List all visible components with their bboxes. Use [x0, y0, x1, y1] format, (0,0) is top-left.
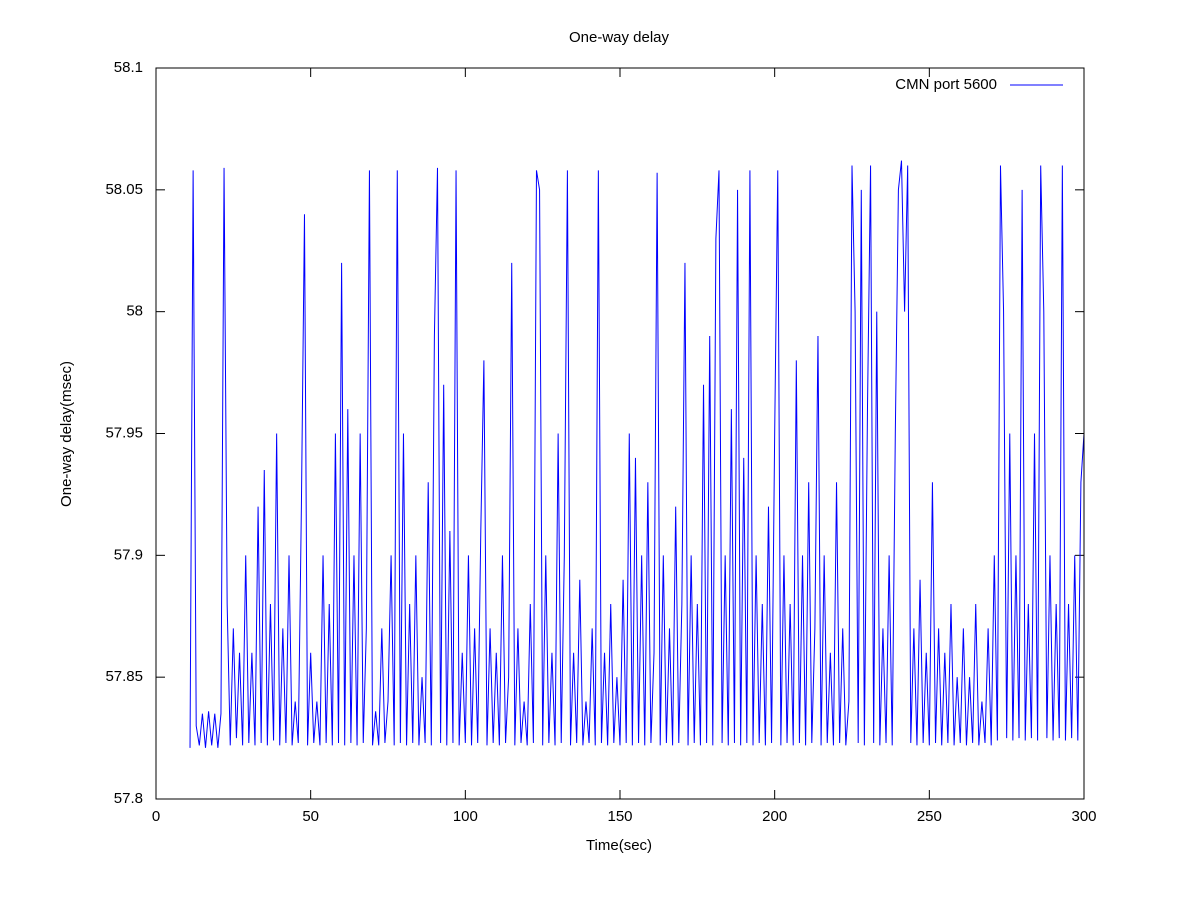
y-tick-label: 57.85: [105, 668, 143, 685]
data-line: [189, 160, 1085, 748]
y-tick-label: 58.1: [114, 59, 143, 76]
x-tick-label: 100: [453, 808, 478, 825]
x-tick-label: 50: [302, 808, 319, 825]
x-tick-label: 0: [152, 808, 160, 825]
x-tick-label: 150: [607, 808, 632, 825]
chart-title: One-way delay: [569, 29, 670, 46]
y-tick-label: 57.8: [114, 790, 143, 807]
y-tick-label: 57.95: [105, 424, 143, 441]
x-tick-label: 300: [1071, 808, 1096, 825]
legend-label: CMN port 5600: [895, 76, 997, 93]
x-tick-label: 200: [762, 808, 787, 825]
x-axis-label: Time(sec): [586, 837, 652, 854]
x-tick-label: 250: [917, 808, 942, 825]
y-tick-label: 57.9: [114, 546, 143, 563]
y-tick-label: 58: [126, 303, 143, 320]
y-axis-label: One-way delay(msec): [58, 361, 75, 507]
plot-border: [155, 67, 1085, 800]
y-tick-label: 58.05: [105, 181, 143, 198]
